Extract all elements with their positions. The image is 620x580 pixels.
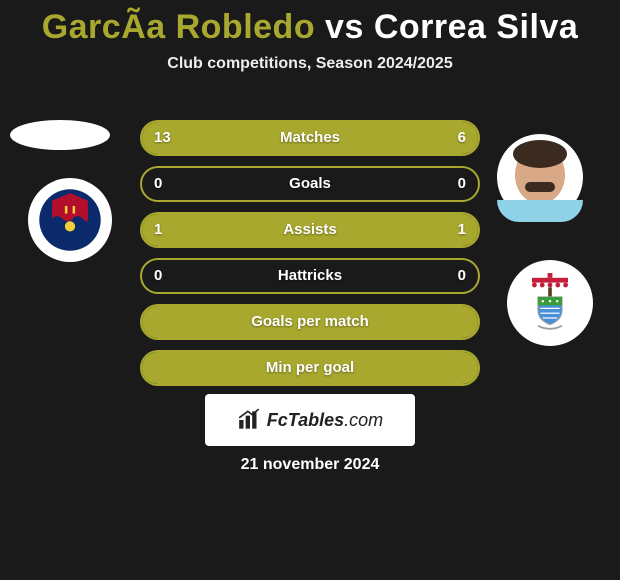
stat-row-gpm: Goals per match xyxy=(140,304,480,340)
player1-avatar xyxy=(10,120,110,150)
stat-label: Goals xyxy=(142,168,478,200)
bars-icon xyxy=(237,407,263,433)
crest1-svg xyxy=(38,188,102,252)
comparison-title: GarcÃa Robledo vs Correa Silva xyxy=(0,0,620,47)
stat-label: Assists xyxy=(142,214,478,246)
stat-row-hattricks: 00Hattricks xyxy=(140,258,480,294)
stats-container: 136Matches 00Goals 11Assists 00Hattricks Goa… xyxy=(140,120,480,396)
branding-suffix: .com xyxy=(344,410,383,430)
player2-club-crest xyxy=(507,260,593,346)
stat-label: Matches xyxy=(142,122,478,154)
branding-text: FcTables.com xyxy=(267,410,383,431)
date-text: 21 november 2024 xyxy=(0,456,620,474)
crest2-svg xyxy=(520,273,580,333)
player1-name: GarcÃa Robledo xyxy=(42,8,315,46)
vs-text: vs xyxy=(325,8,364,46)
stat-row-goals: 00Goals xyxy=(140,166,480,202)
stat-label: Hattricks xyxy=(142,260,478,292)
branding-main: FcTables xyxy=(267,410,344,430)
stat-label: Goals per match xyxy=(142,306,478,338)
player2-name: Correa Silva xyxy=(374,8,578,46)
stat-label: Min per goal xyxy=(142,352,478,384)
stat-row-mpg: Min per goal xyxy=(140,350,480,386)
stat-row-assists: 11Assists xyxy=(140,212,480,248)
player1-club-crest xyxy=(28,178,112,262)
branding-badge: FcTables.com xyxy=(205,394,415,446)
player2-avatar xyxy=(497,134,583,220)
stat-row-matches: 136Matches xyxy=(140,120,480,156)
subtitle: Club competitions, Season 2024/2025 xyxy=(0,55,620,73)
